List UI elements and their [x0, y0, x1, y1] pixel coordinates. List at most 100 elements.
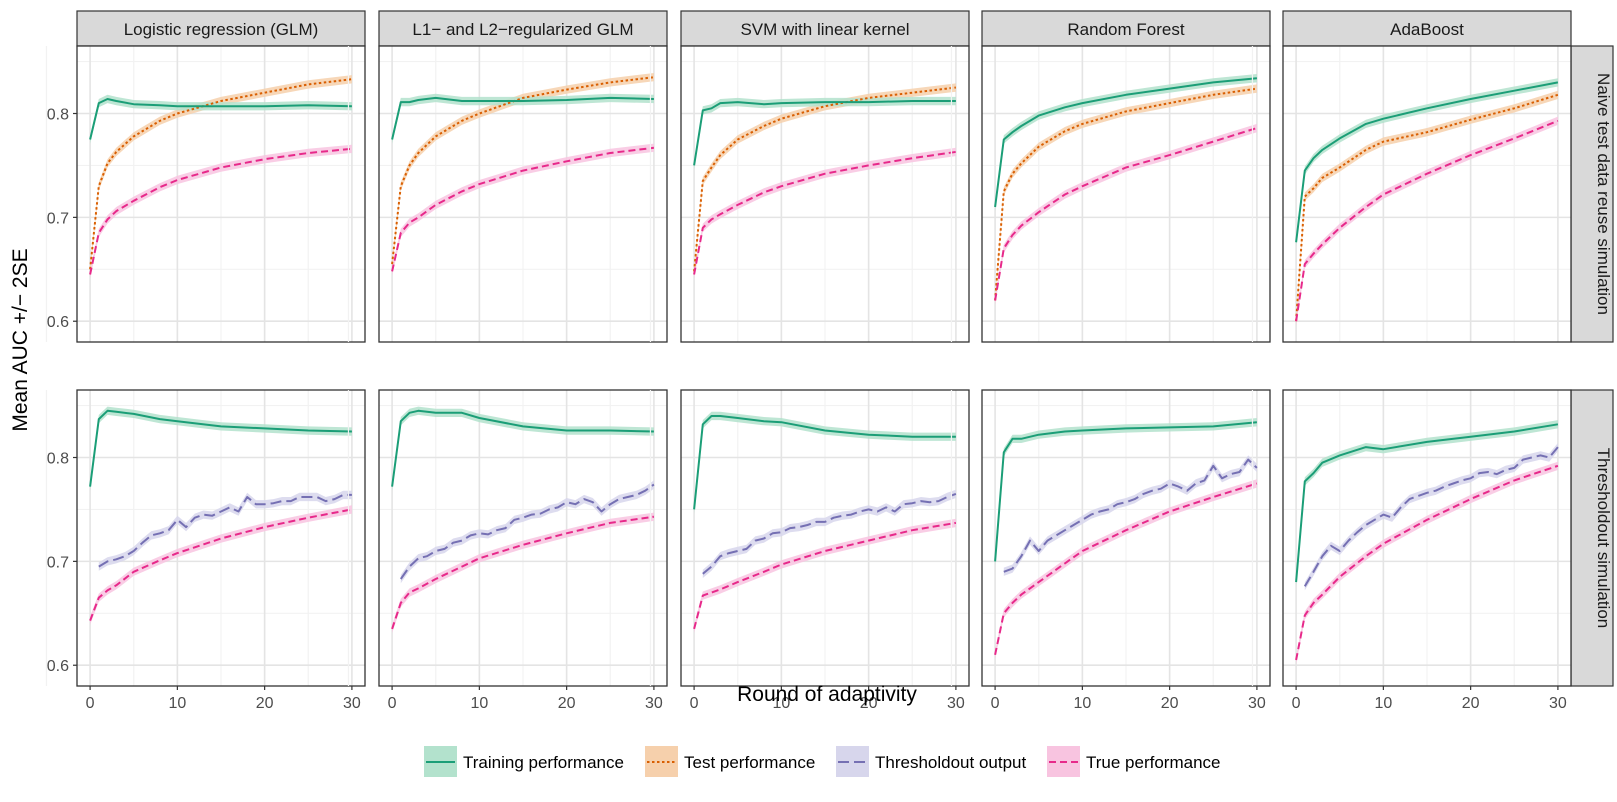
- true-line: [1295, 119, 1559, 322]
- y-tick-label: 0.6: [47, 314, 69, 331]
- training-line: [391, 96, 654, 140]
- training-band: [1296, 78, 1558, 247]
- thresholdout-line: [399, 483, 655, 580]
- true-band: [392, 512, 654, 633]
- legend-label: Training performance: [463, 753, 624, 772]
- thresholdout-band: [98, 490, 352, 571]
- thresholdout-line: [1303, 446, 1559, 587]
- x-tick-label: 0: [86, 695, 95, 712]
- true-line: [89, 508, 353, 621]
- thresholdout-line: [98, 493, 352, 568]
- test-band: [1296, 90, 1558, 326]
- true-band: [90, 144, 352, 279]
- legend-label: Test performance: [684, 753, 815, 772]
- x-tick-label: 0: [690, 695, 699, 712]
- x-tick-label: 10: [470, 695, 488, 712]
- column-strip-label: SVM with linear kernel: [740, 20, 909, 39]
- facet-panel: Random Forest: [950, 10, 1271, 343]
- training-line: [1295, 423, 1559, 583]
- thresholdout-band: [702, 489, 956, 578]
- x-tick-label: 10: [168, 695, 186, 712]
- facet-panel: L1− and L2−regularized GLM: [347, 10, 668, 343]
- y-axis-title: Mean AUC +/− 2SE: [9, 248, 32, 431]
- true-line: [391, 515, 655, 630]
- legend-item: True performance: [1047, 746, 1220, 777]
- panels-layer: Naive test data reuse simulation Threshol…: [45, 10, 1614, 712]
- training-line: [693, 415, 956, 510]
- x-tick-label: 0: [388, 695, 397, 712]
- thresholdout-line: [702, 492, 957, 575]
- column-strip-label: AdaBoost: [1390, 20, 1464, 39]
- legend-label: Thresholdout output: [875, 753, 1026, 772]
- test-line: [994, 87, 1258, 301]
- facet-panel: 0 10 20 30: [347, 389, 668, 712]
- training-band: [90, 406, 352, 491]
- training-line: [693, 100, 956, 166]
- column-strip-label: Logistic regression (GLM): [124, 20, 319, 39]
- test-band: [90, 75, 352, 274]
- panel-border: [1282, 45, 1572, 343]
- column-strip: L1− and L2−regularized GLM: [378, 10, 668, 47]
- panel-border: [378, 389, 668, 687]
- x-tick-label: 30: [1549, 695, 1567, 712]
- facet-panel: SVM with linear kernel: [649, 10, 970, 343]
- panel-border: [76, 389, 366, 687]
- legend-item: Thresholdout output: [836, 746, 1026, 777]
- row-strip: Naive test data reuse simulation: [1570, 45, 1614, 343]
- y-tick-label: 0.7: [47, 210, 69, 227]
- x-tick-label: 20: [1462, 695, 1480, 712]
- row-strip-label: Thresholdout simulation: [1594, 448, 1613, 628]
- facet-panel: AdaBoost: [1251, 10, 1572, 343]
- row-strip: Thresholdout simulation: [1570, 389, 1614, 687]
- y-tick-label: 0.8: [47, 107, 69, 124]
- y-tick-label: 0.8: [47, 451, 69, 468]
- x-tick-label: 20: [1161, 695, 1179, 712]
- test-line: [693, 86, 957, 272]
- true-line: [693, 150, 957, 275]
- legend-item: Test performance: [645, 746, 815, 777]
- column-strip-label: Random Forest: [1067, 20, 1184, 39]
- legend-item: Training performance: [424, 746, 624, 777]
- x-axis-title: Round of adaptivity: [737, 683, 917, 706]
- x-tick-label: 0: [991, 695, 1000, 712]
- thresholdout-band: [1304, 443, 1558, 591]
- true-line: [89, 147, 352, 275]
- true-line: [391, 146, 655, 272]
- training-line: [1295, 81, 1559, 243]
- x-tick-label: 30: [947, 695, 965, 712]
- y-tick-label: 0.6: [47, 658, 69, 675]
- true-line: [994, 127, 1258, 301]
- true-line: [994, 482, 1258, 656]
- column-strip: SVM with linear kernel: [680, 10, 970, 47]
- panel-border: [981, 45, 1271, 343]
- training-line: [994, 421, 1257, 562]
- x-tick-label: 10: [772, 695, 790, 712]
- column-strip: Random Forest: [981, 10, 1271, 47]
- true-band: [694, 518, 956, 633]
- facet-panel: Logistic regression (GLM) 0.6 0.7 0.8: [45, 10, 366, 343]
- panel-border: [1282, 389, 1572, 687]
- column-strip: Logistic regression (GLM): [76, 10, 366, 47]
- x-tick-label: 0: [1292, 695, 1301, 712]
- panel-border: [680, 389, 970, 687]
- legend: Training performance Test performance Thre…: [424, 746, 1220, 777]
- panel-border: [76, 45, 366, 343]
- legend-label: True performance: [1086, 753, 1220, 772]
- training-line: [391, 409, 654, 487]
- test-line: [391, 76, 655, 265]
- x-tick-label: 10: [1374, 695, 1392, 712]
- facet-panel: 0 10 20 30: [649, 389, 970, 712]
- true-band: [90, 505, 352, 625]
- test-band: [694, 83, 956, 276]
- test-line: [89, 78, 353, 270]
- facet-panel: 0 10 20 30: [1251, 389, 1572, 712]
- true-band: [1296, 116, 1558, 326]
- facet-panel: 0 10 20 30: [950, 389, 1271, 712]
- panel-border: [981, 389, 1271, 687]
- training-band: [694, 411, 956, 514]
- x-tick-label: 10: [1073, 695, 1091, 712]
- thresholdout-line: [1003, 458, 1258, 573]
- training-band: [392, 406, 654, 491]
- training-line: [89, 409, 352, 487]
